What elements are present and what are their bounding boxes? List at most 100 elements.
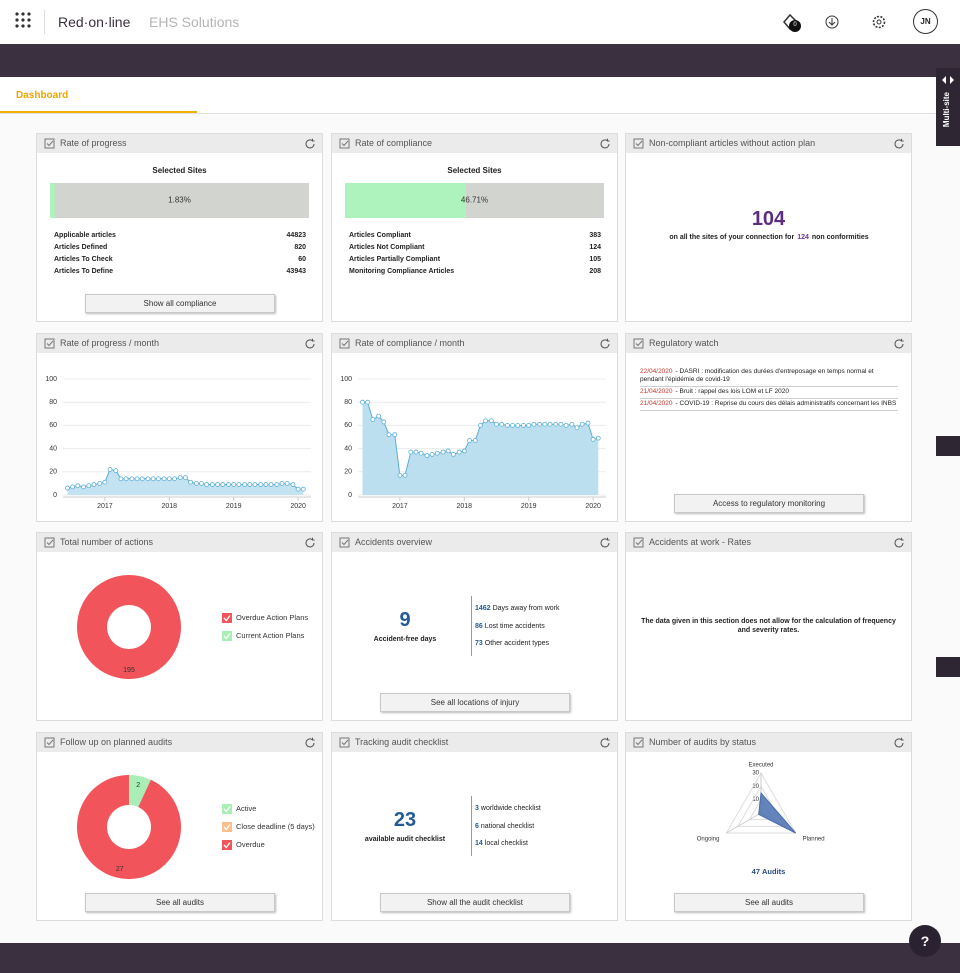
help-button[interactable]: ? <box>909 925 941 957</box>
point <box>65 485 70 491</box>
divider <box>44 10 45 34</box>
card-header: Follow up on planned audits <box>37 733 322 752</box>
point <box>392 432 398 438</box>
side-tab-label: Multi-site <box>942 92 951 128</box>
card-icon <box>633 138 644 149</box>
summary-item: 86 Lost time accidents <box>475 623 545 630</box>
stat-value: 43943 <box>286 268 306 275</box>
donut-slice <box>77 575 181 679</box>
point <box>107 467 113 472</box>
refresh-icon[interactable] <box>304 537 316 549</box>
point <box>418 450 424 456</box>
stat-value: 820 <box>294 244 306 251</box>
icon-check <box>635 140 643 147</box>
point <box>123 476 129 482</box>
side-tab[interactable]: Multi-site <box>936 68 960 146</box>
news-date: 22/04/2020 <box>640 368 673 375</box>
point <box>515 423 521 428</box>
point <box>510 423 515 428</box>
summary-item: 73 Other accident types <box>475 640 549 647</box>
refresh-icon[interactable] <box>599 338 611 350</box>
button[interactable]: Access to regulatory monitoring <box>674 494 864 513</box>
slice-label: 27 <box>116 866 124 873</box>
refresh-icon[interactable] <box>893 737 905 749</box>
icon-shape <box>44 138 55 149</box>
card: Rate of progress / month 0 20 40 60 80 100 2017… <box>36 333 323 522</box>
news-text: - COVID-19 : Reprise du cours des délais… <box>675 400 897 407</box>
refresh-icon[interactable] <box>304 138 316 150</box>
x-tick-label: 2017 <box>97 503 113 510</box>
point <box>172 476 177 482</box>
axis-label: Planned <box>803 837 825 843</box>
avatar[interactable]: JN <box>913 9 938 34</box>
refresh-icon[interactable] <box>893 338 905 350</box>
button[interactable]: See all audits <box>674 893 864 912</box>
point <box>177 475 183 480</box>
point <box>139 476 145 482</box>
card-title: Accidents at work - Rates <box>649 537 752 547</box>
news-list: 22/04/2020- DASRI : modification des dur… <box>640 367 898 411</box>
point <box>295 486 301 492</box>
refresh-arc <box>600 138 610 149</box>
refresh-icon[interactable] <box>893 537 905 549</box>
stat-label: Articles To Define <box>54 268 113 275</box>
apps-icon[interactable] <box>15 12 31 28</box>
refresh-icon[interactable] <box>304 737 316 749</box>
side-tab-small[interactable] <box>936 436 960 456</box>
icon-check <box>635 340 643 347</box>
card-body: Selected Sites 46.71% Articles Compliant 38… <box>332 153 617 321</box>
swatch <box>222 631 232 641</box>
card: Total number of actions 195 Overdue Action… <box>36 532 323 721</box>
notification-icon[interactable] <box>780 10 804 34</box>
icon-shape <box>44 537 55 548</box>
check <box>223 842 231 849</box>
progress-bar <box>345 183 466 218</box>
point <box>215 482 220 487</box>
button[interactable]: See all locations of injury <box>380 693 570 712</box>
tab-dashboard[interactable]: Dashboard <box>16 90 69 101</box>
button[interactable]: Show all compliance <box>85 294 275 313</box>
news-item[interactable]: 22/04/2020- DASRI : modification des dur… <box>640 367 898 387</box>
card-body: 22/04/2020- DASRI : modification des dur… <box>626 353 911 521</box>
card: Rate of compliance Selected Sites 46.71% Ar… <box>331 133 618 322</box>
point <box>161 476 167 482</box>
card: Rate of progress Selected Sites 1.83% Appli… <box>36 133 323 322</box>
icon-check <box>341 539 349 546</box>
stat-row: Applicable articles 44823 <box>54 232 306 239</box>
card-header: Rate of compliance / month <box>332 334 617 353</box>
refresh-arc <box>600 338 610 349</box>
card-icon <box>339 138 350 149</box>
card-title: Accidents overview <box>355 537 433 547</box>
tab-underline <box>0 111 197 113</box>
point <box>113 468 119 474</box>
news-item[interactable]: 21/04/2020- COVID-19 : Reprise du cours … <box>640 399 898 411</box>
stat-row: Articles To Define 43943 <box>54 268 306 275</box>
point <box>499 421 505 427</box>
card-header: Total number of actions <box>37 533 322 552</box>
button[interactable]: See all audits <box>85 893 275 912</box>
download-icon[interactable] <box>824 14 840 30</box>
total: 47 Audits <box>626 867 911 876</box>
summary-item-label: worldwide checklist <box>480 805 541 812</box>
button[interactable]: Show all the audit checklist <box>380 893 570 912</box>
settings-icon[interactable] <box>871 14 887 30</box>
refresh-icon[interactable] <box>599 537 611 549</box>
refresh-icon[interactable] <box>893 138 905 150</box>
card-body: 23 available audit checklist 3 worldwide ch… <box>332 752 617 920</box>
summary-item-label: Lost time accidents <box>484 622 545 630</box>
stat-label: Articles Defined <box>54 244 108 251</box>
refresh-icon[interactable] <box>599 737 611 749</box>
progress-track <box>50 183 309 218</box>
point <box>434 450 440 456</box>
point <box>129 476 135 482</box>
summary-value: 9 <box>399 609 411 631</box>
refresh-icon[interactable] <box>304 338 316 350</box>
news-item[interactable]: 21/04/2020- Bruit : rappel des lois LOM … <box>640 387 898 399</box>
check <box>223 824 231 831</box>
refresh-icon[interactable] <box>599 138 611 150</box>
summary-item-label: Other accident types <box>484 640 549 647</box>
card-body: 10 20 30 Executed Planned Ongoing 47 Audits See … <box>626 752 911 920</box>
side-tab-small[interactable] <box>936 657 960 677</box>
stat-label: Articles Partially Compliant <box>349 256 441 263</box>
point <box>467 438 472 443</box>
